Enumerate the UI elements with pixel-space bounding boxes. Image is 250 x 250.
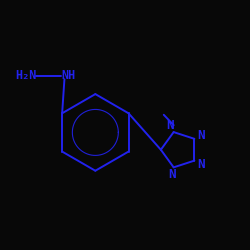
Text: NH: NH (62, 69, 76, 82)
Text: N: N (166, 119, 174, 132)
Text: N: N (198, 158, 205, 170)
Text: N: N (168, 168, 175, 181)
Text: N: N (198, 129, 205, 142)
Text: H₂N: H₂N (16, 69, 37, 82)
